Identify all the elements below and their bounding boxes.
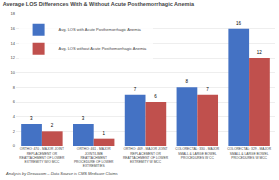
svg-text:12: 12 — [257, 50, 263, 55]
svg-text:6: 6 — [13, 99, 16, 104]
svg-text:Analysis by Dexuccom – Data So: Analysis by Dexuccom – Data Source is CM… — [5, 171, 118, 176]
svg-text:2: 2 — [51, 123, 54, 128]
svg-text:14: 14 — [11, 41, 16, 46]
svg-text:4: 4 — [13, 114, 16, 119]
svg-text:Avg. LOS with Acute Posthemorr: Avg. LOS with Acute Posthemorrhagic Anem… — [59, 27, 142, 32]
svg-text:12: 12 — [11, 55, 16, 60]
svg-text:6: 6 — [154, 94, 157, 99]
svg-text:1: 1 — [103, 131, 106, 136]
svg-text:18: 18 — [11, 11, 16, 16]
svg-text:16: 16 — [11, 26, 16, 31]
svg-text:10: 10 — [11, 70, 16, 75]
svg-text:0: 0 — [13, 143, 16, 148]
svg-text:3: 3 — [82, 116, 85, 121]
svg-text:COLORECTAL: 330 - MAJORSMALL &: COLORECTAL: 330 - MAJORSMALL & LARGE BOW… — [175, 147, 220, 160]
svg-text:Average LOS Differences With &: Average LOS Differences With & Without A… — [3, 1, 195, 7]
svg-text:16: 16 — [236, 21, 242, 26]
svg-text:ORTHO: 461 - MAJORJOINT/LIMBRE: ORTHO: 461 - MAJORJOINT/LIMBREATTACHMENT… — [74, 147, 114, 168]
svg-text:COLORECTAL: 329 - MAJORSMALL &: COLORECTAL: 329 - MAJORSMALL & LARGE BOW… — [227, 147, 272, 160]
svg-text:2: 2 — [13, 129, 16, 134]
svg-text:ORTHO: 470 - MAJOR JOINTREPLAC: ORTHO: 470 - MAJOR JOINTREPLACEMENT ORRE… — [19, 147, 65, 164]
svg-text:7: 7 — [206, 87, 209, 92]
svg-text:7: 7 — [134, 87, 137, 92]
svg-text:ORTHO: 469 - MAJOR JOINTREPLAC: ORTHO: 469 - MAJOR JOINTREPLACEMENT ORRE… — [123, 147, 169, 164]
svg-text:8: 8 — [185, 79, 188, 84]
svg-text:Avg. LOS without Acute Posthem: Avg. LOS without Acute Posthemorrhagic A… — [59, 46, 148, 51]
svg-text:3: 3 — [30, 116, 33, 121]
svg-text:8: 8 — [13, 85, 16, 90]
